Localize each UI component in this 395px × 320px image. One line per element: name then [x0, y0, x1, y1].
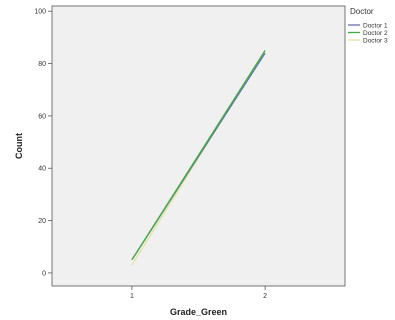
series-lines — [131, 50, 266, 266]
y-tick-label-20: 20 — [38, 218, 46, 225]
legend-label-3: Doctor 3 — [363, 37, 388, 44]
legend-label-2: Doctor 2 — [363, 30, 388, 37]
legend-label-1: Doctor 1 — [363, 22, 388, 29]
x-tick-label-2: 2 — [263, 293, 267, 300]
legend-title: Doctor — [350, 7, 374, 16]
plot-area — [51, 5, 346, 287]
y-axis-title: Count — [14, 133, 24, 159]
y-tick-label-80: 80 — [38, 61, 46, 68]
y-tick-label-60: 60 — [38, 113, 46, 120]
x-tick-label-1: 1 — [130, 293, 134, 300]
y-axis: 0 20 40 60 80 100 — [34, 9, 52, 277]
y-tick-label-100: 100 — [34, 9, 46, 16]
x-axis-title: Grade_Green — [170, 307, 227, 317]
y-tick-label-0: 0 — [42, 270, 46, 277]
y-tick-label-40: 40 — [38, 166, 46, 173]
series-line-doctor-2 — [131, 50, 266, 261]
